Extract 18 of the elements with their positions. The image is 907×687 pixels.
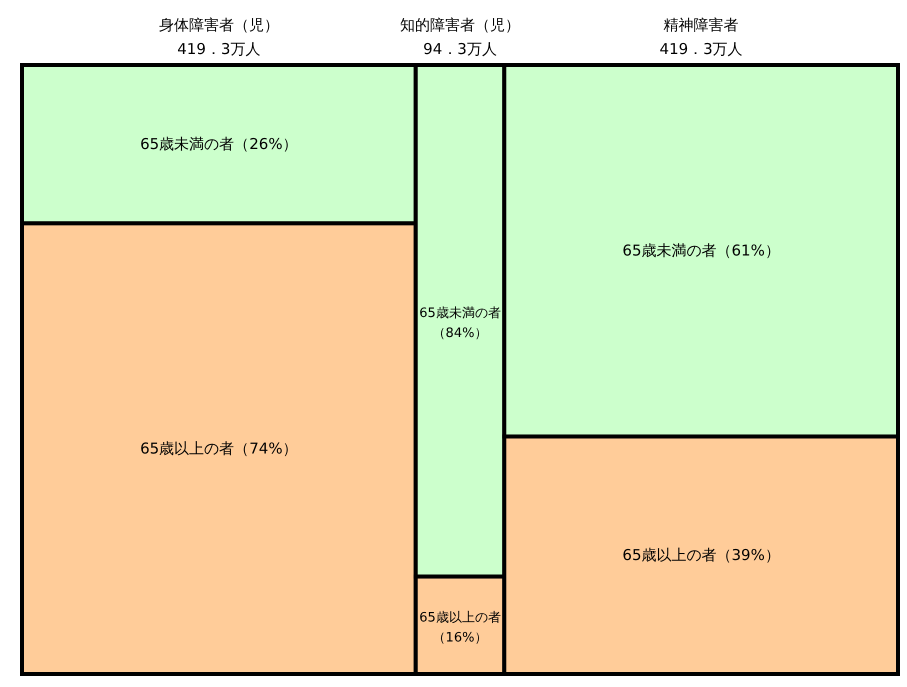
category-label: 精神障害者 [664, 16, 739, 34]
data-label: 94．3万人 [423, 40, 497, 58]
data-label: （39%） [716, 546, 780, 564]
data-label: （84%） [432, 326, 488, 341]
data-label: （16%） [432, 630, 488, 646]
data-label: （74%） [234, 440, 298, 458]
series-label: 65歳以上の者 [419, 610, 501, 626]
data-label: 419．3万人 [660, 40, 743, 58]
data-label: （26%） [234, 135, 298, 154]
series-label: 65歳未満の者 [419, 306, 501, 321]
data-label: 419．3万人 [177, 40, 260, 58]
text: 65歳以上の者 [622, 546, 717, 564]
text: 65歳未満の者 [140, 135, 234, 154]
category-label: 知的障害者（児） [400, 16, 520, 34]
text: 65歳以上の者 [140, 440, 234, 458]
data-label: （61%） [716, 242, 780, 260]
category-label: 身体障害者（児） [158, 16, 279, 34]
text: 65歳未満の者 [622, 242, 717, 260]
